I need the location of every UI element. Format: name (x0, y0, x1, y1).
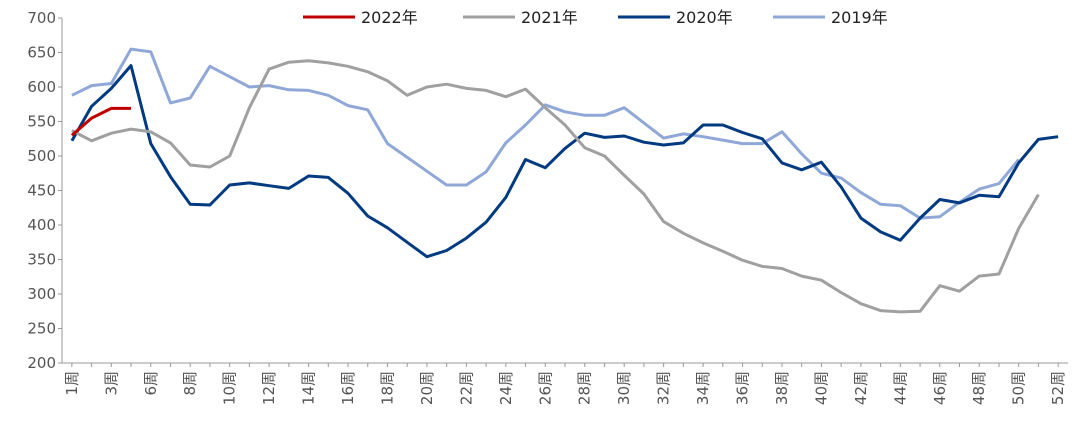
series-line (70, 106, 131, 137)
x-tick-label: 3周 (102, 371, 120, 396)
x-tick-label: 30周 (615, 371, 633, 405)
x-tick-label: 46周 (931, 371, 949, 405)
y-tick-label: 450 (27, 182, 56, 200)
y-tick-label: 650 (27, 44, 56, 62)
x-tick-label: 36周 (734, 371, 752, 405)
y-tick-label: 700 (27, 9, 56, 27)
x-tick-label: 12周 (260, 371, 278, 405)
legend: 2022年 2021年 2020年 2019年 (303, 8, 888, 27)
x-tick-label: 8周 (181, 371, 199, 396)
x-tick-label: 28周 (576, 371, 594, 405)
x-tick-label: 1周 (63, 371, 81, 396)
x-tick-label: 38周 (773, 371, 791, 405)
legend-label: 2019年 (831, 8, 888, 27)
x-tick-label: 22周 (457, 371, 475, 405)
x-tick-label: 18周 (378, 371, 396, 405)
x-tick-label: 42周 (852, 371, 870, 405)
x-tick-label: 34周 (694, 371, 712, 405)
x-tick-label: 24周 (497, 371, 515, 405)
y-tick-label: 250 (27, 320, 56, 338)
series-line (71, 47, 1020, 220)
legend-label: 2022年 (361, 8, 418, 27)
y-tick-label: 300 (27, 285, 56, 303)
y-tick-label: 600 (27, 78, 56, 96)
x-tick-label: 6周 (142, 371, 160, 396)
y-tick-label: 550 (27, 113, 56, 131)
y-tick-label: 400 (27, 216, 56, 234)
x-tick-label: 10周 (221, 371, 239, 405)
x-tick-label: 14周 (300, 371, 318, 405)
y-tick-label: 350 (27, 251, 56, 269)
legend-label: 2021年 (521, 8, 578, 27)
series-line (71, 59, 1040, 314)
x-tick-label: 32周 (655, 371, 673, 405)
y-tick-label: 200 (27, 354, 56, 372)
y-tick-label: 500 (27, 147, 56, 165)
x-tick-label: 50周 (1010, 371, 1028, 405)
x-tick-label: 16周 (339, 371, 357, 405)
x-tick-label: 40周 (812, 371, 830, 405)
legend-label: 2020年 (676, 8, 733, 27)
x-tick-label: 52周 (1049, 371, 1067, 405)
x-tick-label: 26周 (536, 371, 554, 405)
series-line (70, 64, 1059, 259)
x-tick-label: 20周 (418, 371, 436, 405)
x-tick-label: 48周 (970, 371, 988, 405)
x-tick-label: 44周 (891, 371, 909, 405)
